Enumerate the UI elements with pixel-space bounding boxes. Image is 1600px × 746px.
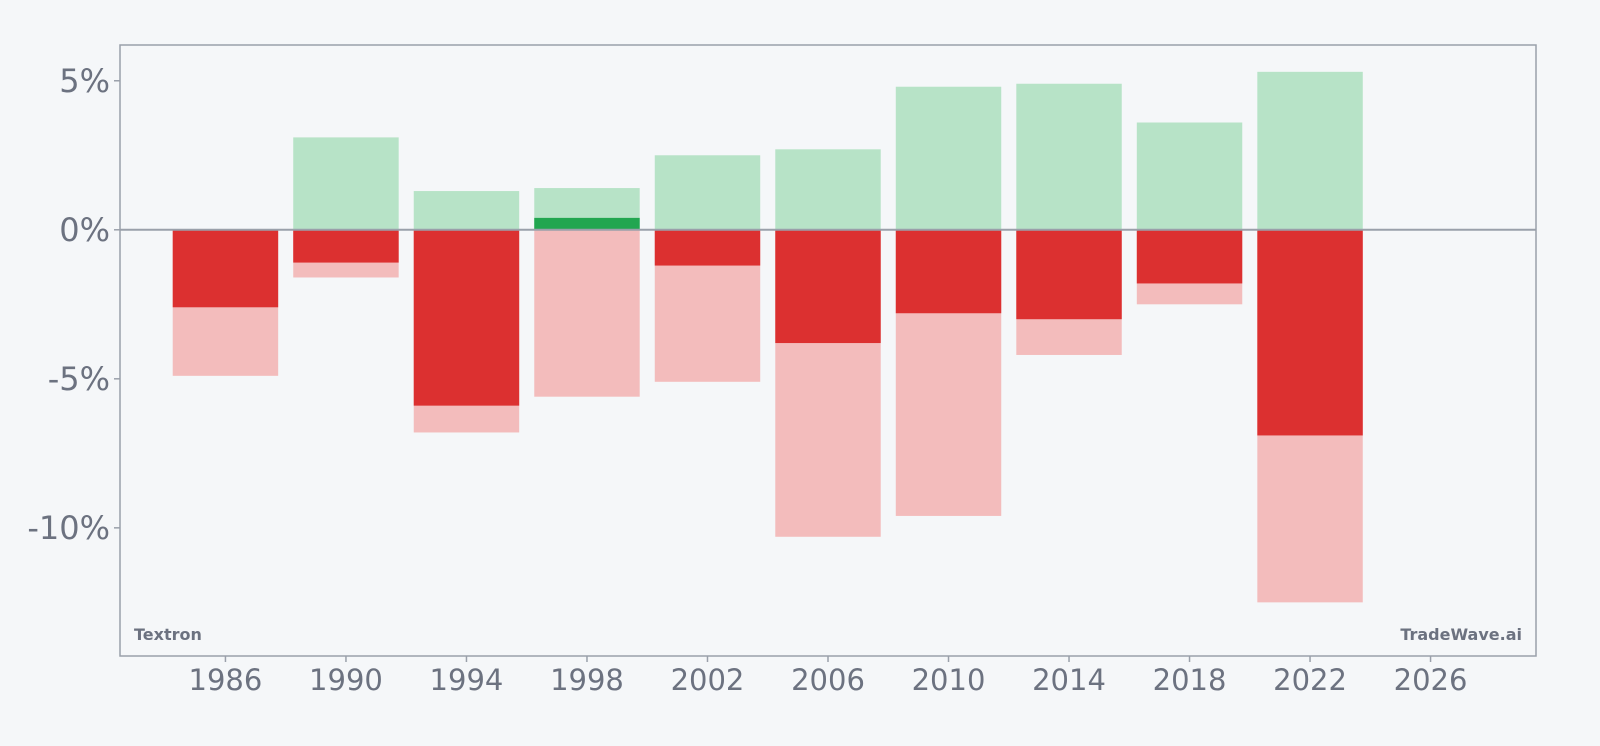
bar-dark-red-1994 [413, 229, 520, 406]
bar-dark-red-2006 [775, 229, 881, 344]
x-tick-label: 1990 [309, 663, 383, 697]
bar-light-green-2014 [1016, 83, 1122, 230]
bar-light-red-1998 [534, 229, 640, 397]
bar-dark-red-2018 [1136, 229, 1243, 284]
bar-light-green-2010 [895, 86, 1002, 230]
y-tick-label: 5% [59, 62, 110, 100]
watermark-right: TradeWave.ai [1400, 625, 1522, 644]
bar-dark-green-1998 [534, 217, 640, 230]
y-tick-label: 0% [59, 211, 110, 249]
bar-light-green-2002 [654, 155, 761, 230]
x-tick-label: 2018 [1153, 663, 1227, 697]
bar-light-green-1994 [413, 191, 520, 230]
x-tick-label: 2002 [671, 663, 745, 697]
bar-dark-red-1990 [293, 229, 399, 263]
y-tick-label: -5% [48, 360, 110, 398]
x-tick-label: 2026 [1394, 663, 1468, 697]
x-tick-label: 2006 [791, 663, 865, 697]
bar-dark-red-1986 [172, 229, 279, 308]
x-tick-label: 2022 [1273, 663, 1347, 697]
bar-dark-red-2002 [654, 229, 761, 266]
bar-light-green-2018 [1136, 122, 1243, 230]
y-tick-label: -10% [27, 509, 110, 547]
watermark-left: Textron [134, 625, 202, 644]
x-axis: 1986 1990 1994 1998 2002 2006 2010 2014 2018 2022… [189, 656, 1468, 697]
bar-light-green-1990 [293, 137, 399, 230]
bar-light-green-2006 [775, 149, 881, 230]
bar-dark-red-2010 [895, 229, 1002, 314]
bar-dark-red-2022 [1257, 229, 1363, 436]
x-tick-label: 1986 [189, 663, 263, 697]
bar-light-green-2022 [1257, 71, 1363, 230]
x-tick-label: 1994 [430, 663, 504, 697]
bar-dark-red-2014 [1016, 229, 1122, 320]
x-tick-label: 2010 [912, 663, 986, 697]
x-tick-label: 2014 [1032, 663, 1106, 697]
bars [172, 71, 1363, 603]
x-tick-label: 1998 [550, 663, 624, 697]
y-axis: 5% 0% -5% -10% [27, 62, 120, 547]
